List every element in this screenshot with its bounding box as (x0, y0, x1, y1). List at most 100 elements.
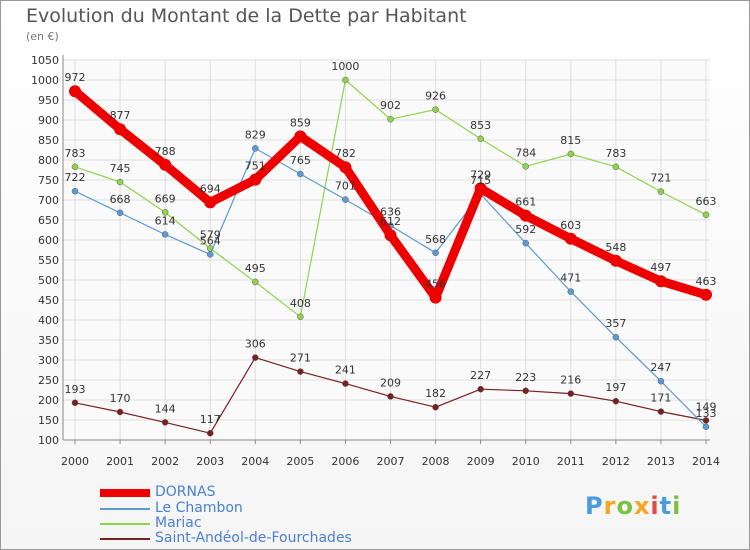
x-tick-label: 2000 (61, 455, 89, 468)
data-label: 669 (155, 192, 176, 205)
data-label: 663 (696, 195, 717, 208)
data-label: 926 (425, 90, 446, 103)
y-tick-label: 750 (38, 174, 59, 187)
data-label: 182 (425, 387, 446, 400)
legend-item-dornas: DORNAS (100, 485, 400, 500)
data-label: 408 (290, 297, 311, 310)
x-tick-label: 2010 (512, 455, 540, 468)
logo-letter: o (616, 492, 634, 520)
logo-letter: t (659, 492, 673, 520)
y-tick-label: 100 (38, 434, 59, 447)
data-point-dornas (204, 196, 217, 209)
x-tick-label: 2009 (467, 455, 495, 468)
data-point-dornas (474, 182, 487, 195)
data-label: 815 (560, 134, 581, 147)
data-label: 223 (515, 371, 536, 384)
y-tick-label: 350 (38, 334, 59, 347)
legend-label: Saint-Andéol-de-Fourchades (155, 530, 352, 546)
data-point-le-chambon (657, 377, 665, 385)
x-tick-label: 2014 (692, 455, 720, 468)
x-tick-label: 2008 (422, 455, 450, 468)
data-point-mariac (612, 163, 620, 171)
x-tick-label: 2005 (286, 455, 314, 468)
data-point-le-chambon (702, 423, 710, 431)
legend-swatch-dornas (100, 488, 150, 497)
data-label: 783 (605, 147, 626, 160)
y-tick-label: 550 (38, 254, 59, 267)
data-label: 247 (650, 361, 671, 374)
data-label: 568 (425, 233, 446, 246)
x-tick-label: 2002 (151, 455, 179, 468)
chart-title: Evolution du Montant de la Dette par Hab… (26, 5, 467, 27)
y-tick-label: 1000 (31, 74, 59, 87)
data-label: 564 (200, 234, 221, 247)
data-point-dornas (609, 254, 622, 267)
data-point-mariac (522, 163, 529, 170)
data-point-le-chambon (522, 239, 529, 247)
y-tick-label: 300 (38, 354, 59, 367)
data-label: 209 (380, 376, 401, 389)
data-point-saint-and-ol-de-fourchades (522, 387, 529, 395)
data-label: 497 (650, 261, 671, 274)
data-point-saint-and-ol-de-fourchades (612, 397, 620, 405)
data-point-dornas (564, 232, 577, 245)
legend-swatch-mariac (100, 522, 150, 525)
data-label: 357 (605, 317, 626, 330)
data-label: 729 (470, 168, 491, 181)
data-point-dornas (700, 288, 712, 301)
data-label: 694 (200, 182, 221, 195)
legend-label: Le Chambon (155, 500, 243, 516)
y-tick-label: 150 (38, 414, 59, 427)
data-point-mariac (161, 209, 169, 216)
data-point-saint-and-ol-de-fourchades (702, 417, 710, 424)
data-point-dornas (384, 229, 397, 242)
data-label: 197 (605, 381, 626, 394)
data-label: 548 (605, 241, 626, 254)
logo-letter: r (603, 492, 617, 520)
y-tick-label: 850 (38, 134, 59, 147)
data-label: 661 (515, 196, 536, 209)
data-point-dornas (69, 85, 81, 98)
data-label: 306 (245, 338, 266, 351)
y-tick-label: 200 (38, 394, 59, 407)
legend-swatch-saint-andeol (100, 537, 150, 540)
data-point-saint-and-ol-de-fourchades (477, 385, 484, 393)
data-label: 495 (245, 262, 266, 275)
y-tick-label: 600 (38, 234, 59, 247)
data-label: 782 (335, 147, 356, 160)
data-label: 170 (110, 392, 131, 405)
data-point-dornas (294, 130, 307, 143)
data-label: 722 (65, 171, 86, 184)
data-label: 784 (515, 146, 536, 159)
x-tick-label: 2011 (557, 455, 585, 468)
data-point-le-chambon (161, 231, 169, 238)
data-label: 721 (650, 172, 671, 185)
data-point-dornas (114, 123, 127, 136)
data-point-dornas (429, 291, 442, 304)
data-point-saint-and-ol-de-fourchades (252, 354, 259, 361)
data-point-le-chambon (567, 288, 575, 295)
y-tick-label: 650 (38, 214, 59, 227)
data-label: 592 (515, 223, 536, 236)
data-label: 715 (470, 174, 491, 187)
data-label: 133 (696, 407, 717, 420)
logo-letter: i (650, 492, 660, 520)
y-tick-label: 500 (38, 274, 59, 287)
legend-label: DORNAS (155, 484, 216, 500)
legend-label: Mariac (155, 515, 202, 531)
data-label: 701 (335, 180, 356, 193)
legend-swatch-le-chambon (100, 507, 150, 510)
data-label: 765 (290, 154, 311, 167)
data-label: 471 (560, 272, 581, 285)
data-point-mariac (252, 278, 259, 286)
data-point-dornas (339, 161, 352, 174)
y-tick-label: 1050 (31, 54, 59, 67)
x-tick-label: 2013 (647, 455, 675, 468)
logo-letter: x (633, 492, 651, 520)
data-point-le-chambon (297, 170, 304, 178)
data-point-le-chambon (206, 251, 214, 258)
y-tick-label: 450 (38, 294, 59, 307)
data-label: 751 (245, 160, 266, 173)
legend-item-le-chambon: Le Chambon (100, 501, 400, 516)
